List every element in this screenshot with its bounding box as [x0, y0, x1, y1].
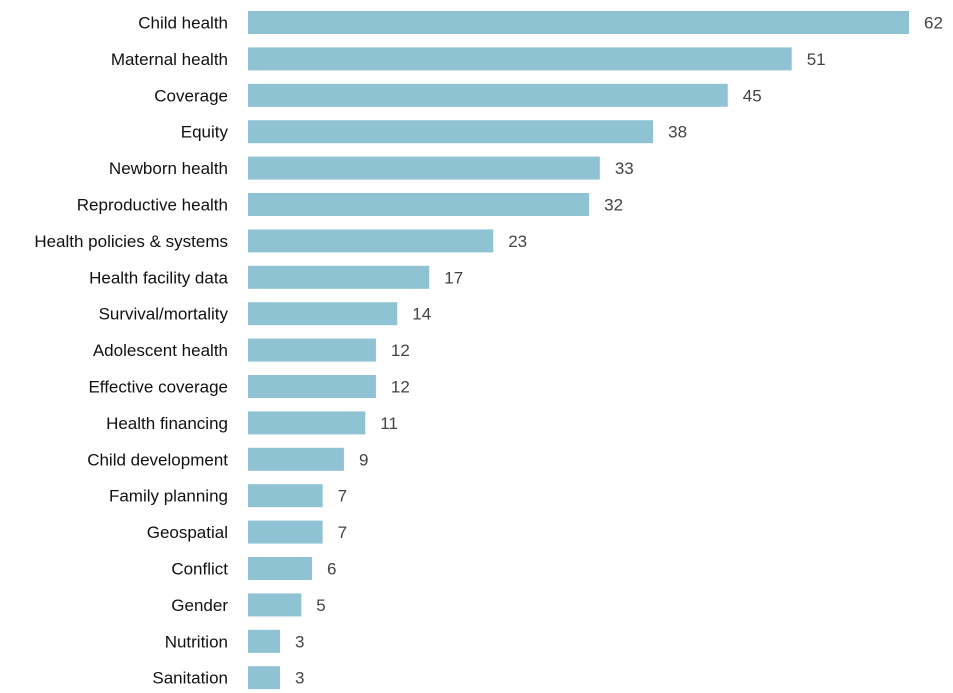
value-label-adolescent-health: 12	[391, 341, 410, 360]
value-label-child-health: 62	[924, 14, 943, 33]
bars	[248, 11, 909, 690]
bar-health-facility-data	[248, 265, 430, 289]
bar-child-development	[248, 447, 344, 471]
value-label-newborn-health: 33	[615, 159, 634, 178]
category-label-family-planning: Family planning	[109, 487, 228, 506]
value-label-nutrition: 3	[295, 632, 304, 651]
bar-sanitation	[248, 666, 280, 690]
value-label-health-financing: 11	[380, 414, 398, 433]
category-label-reproductive-health: Reproductive health	[77, 196, 228, 215]
value-label-effective-coverage: 12	[391, 378, 410, 397]
category-label-maternal-health: Maternal health	[111, 50, 228, 69]
value-label-reproductive-health: 32	[604, 196, 623, 215]
category-label-geospatial: Geospatial	[147, 523, 228, 542]
bar-survival-mortality	[248, 302, 398, 326]
category-label-newborn-health: Newborn health	[109, 159, 228, 178]
category-label-coverage: Coverage	[154, 86, 228, 105]
bar-health-financing	[248, 411, 366, 435]
bar-child-health	[248, 11, 909, 34]
category-labels: Child health Maternal health Coverage Equit…	[34, 14, 228, 688]
value-label-conflict: 6	[327, 560, 336, 579]
category-label-sanitation: Sanitation	[152, 669, 228, 688]
value-label-equity: 38	[668, 123, 687, 142]
category-label-health-facility-data: Health facility data	[89, 268, 228, 287]
category-label-conflict: Conflict	[171, 560, 228, 579]
value-label-gender: 5	[316, 596, 325, 615]
value-label-health-facility-data: 17	[444, 268, 463, 287]
value-label-maternal-health: 51	[807, 50, 826, 69]
category-label-health-financing: Health financing	[106, 414, 228, 433]
bar-newborn-health	[248, 156, 600, 180]
bar-adolescent-health	[248, 338, 376, 362]
category-label-gender: Gender	[171, 596, 228, 615]
category-label-child-development: Child development	[87, 450, 228, 469]
bar-reproductive-health	[248, 193, 590, 216]
bar-nutrition	[248, 629, 280, 653]
value-label-family-planning: 7	[338, 487, 347, 506]
value-label-sanitation: 3	[295, 669, 304, 688]
bar-geospatial	[248, 520, 323, 544]
bar-maternal-health	[248, 47, 792, 71]
bar-conflict	[248, 557, 312, 580]
category-label-equity: Equity	[181, 123, 229, 142]
value-label-geospatial: 7	[338, 523, 347, 542]
bar-effective-coverage	[248, 375, 376, 398]
category-label-health-policies-and-systems: Health policies & systems	[34, 232, 228, 251]
category-label-effective-coverage: Effective coverage	[88, 378, 228, 397]
bar-health-policies-and-systems	[248, 229, 494, 253]
category-label-adolescent-health: Adolescent health	[93, 341, 228, 360]
value-label-child-development: 9	[359, 450, 368, 469]
value-label-coverage: 45	[743, 86, 762, 105]
value-label-survival-mortality: 14	[412, 305, 431, 324]
bar-equity	[248, 120, 654, 144]
value-label-health-policies-and-systems: 23	[508, 232, 527, 251]
bar-family-planning	[248, 484, 323, 508]
category-label-nutrition: Nutrition	[165, 632, 228, 651]
category-label-survival-mortality: Survival/mortality	[99, 305, 229, 324]
bar-gender	[248, 593, 302, 617]
category-label-child-health: Child health	[138, 14, 228, 33]
bar-coverage	[248, 83, 728, 107]
